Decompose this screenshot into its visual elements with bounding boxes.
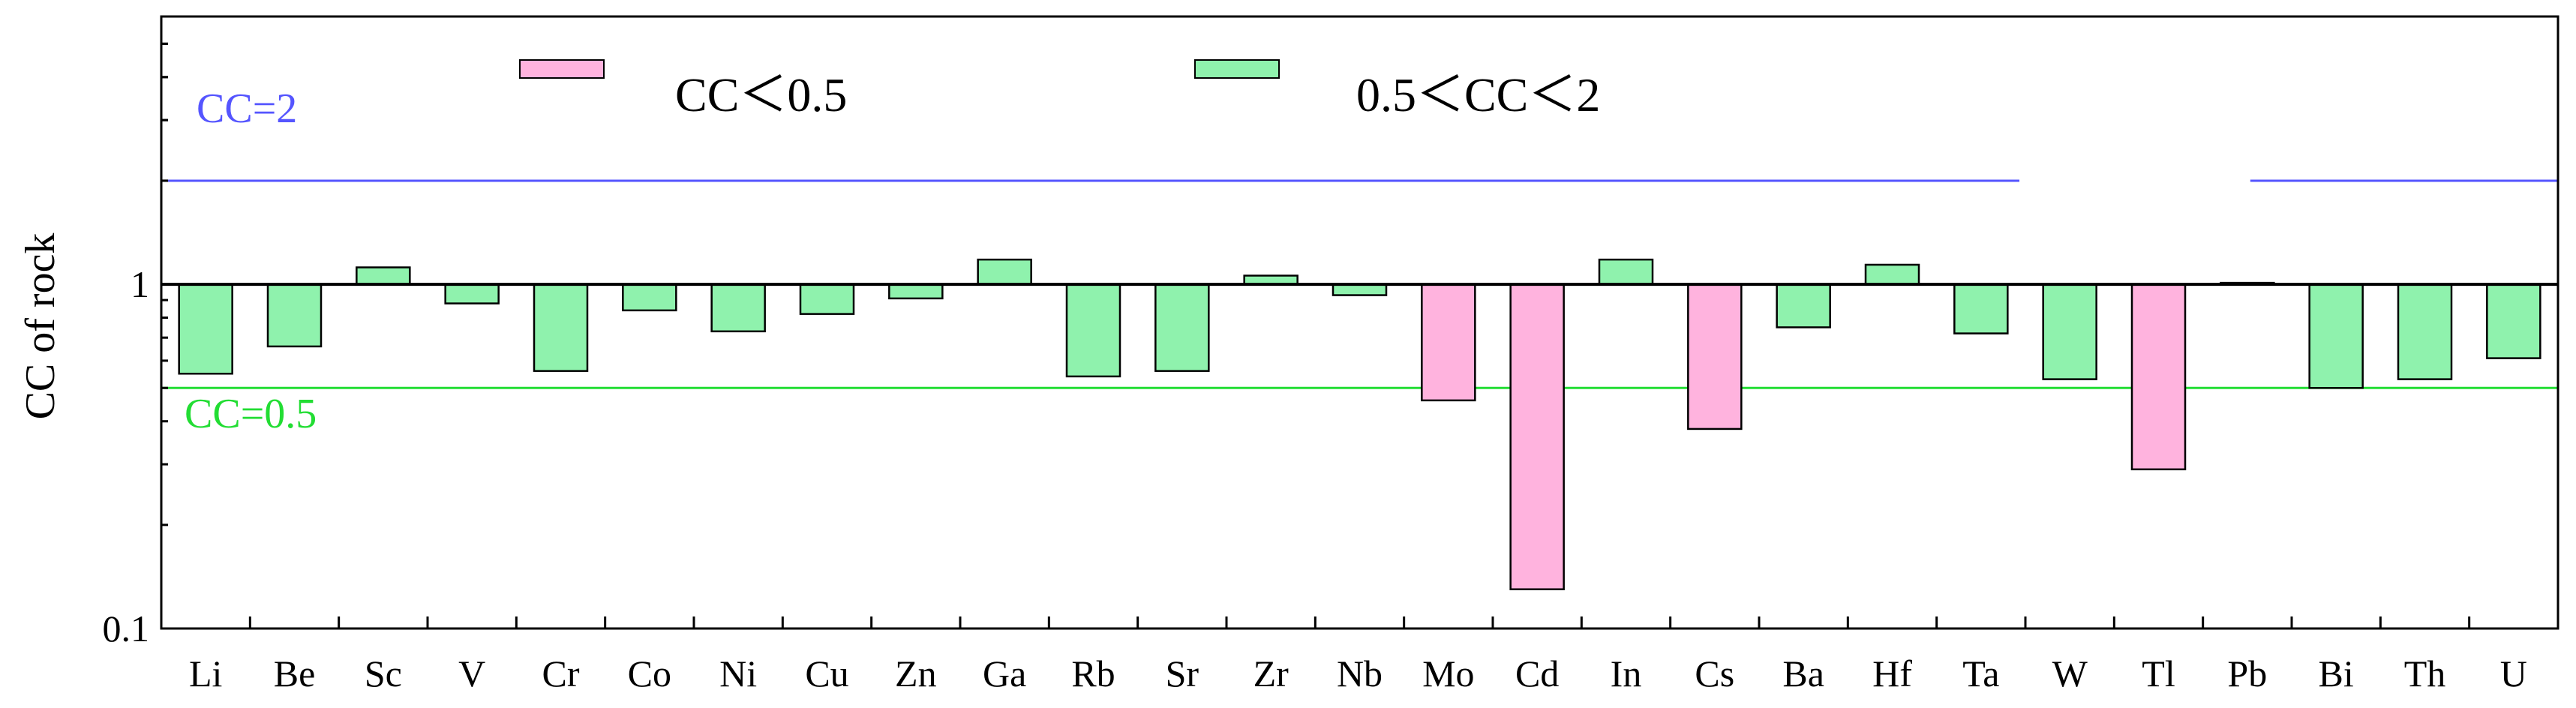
bar-sr bbox=[1154, 283, 1210, 372]
bar-tl bbox=[2130, 283, 2187, 471]
legend: CC＜0.5 0.5＜CC＜2 bbox=[519, 59, 1600, 122]
x-tick-label-ga: Ga bbox=[983, 652, 1026, 694]
bar-cr bbox=[533, 283, 589, 372]
x-tick-label-cs: Cs bbox=[1695, 652, 1734, 694]
y-tick-label: 1 bbox=[131, 263, 149, 305]
bar-u bbox=[2486, 283, 2541, 359]
x-tick-label-ta: Ta bbox=[1962, 652, 1999, 694]
x-tick-label-w: W bbox=[2052, 652, 2088, 694]
bar-ni bbox=[710, 283, 766, 333]
y-axis: 0.11 bbox=[103, 15, 173, 650]
x-tick-label-bi: Bi bbox=[2319, 652, 2354, 694]
bar-ba bbox=[1776, 283, 1831, 328]
bar-th bbox=[2397, 283, 2453, 380]
plot-frame bbox=[160, 15, 2559, 630]
x-tick-label-u: U bbox=[2500, 652, 2527, 694]
bar-sc bbox=[356, 266, 411, 286]
bar-v bbox=[444, 283, 500, 304]
legend-label-cc-mid: 0.5＜CC＜2 bbox=[1356, 68, 1600, 122]
legend-swatch-cc-mid bbox=[1194, 59, 1280, 79]
x-tick-label-nb: Nb bbox=[1337, 652, 1383, 694]
x-tick-label-co: Co bbox=[628, 652, 671, 694]
bars bbox=[178, 258, 2541, 590]
x-tick-label-zn: Zn bbox=[895, 652, 937, 694]
bar-rb bbox=[1065, 283, 1121, 378]
x-tick-label-sr: Sr bbox=[1166, 652, 1199, 694]
x-tick-label-hf: Hf bbox=[1872, 652, 1912, 694]
bar-cs bbox=[1687, 283, 1743, 430]
x-tick-label-mo: Mo bbox=[1422, 652, 1474, 694]
y-axis-label: CC of rock bbox=[17, 233, 64, 420]
x-tick-label-tl: Tl bbox=[2142, 652, 2175, 694]
x-tick-label-rb: Rb bbox=[1071, 652, 1115, 694]
x-tick-label-li: Li bbox=[189, 652, 222, 694]
bar-li bbox=[178, 283, 233, 375]
x-tick-label-ni: Ni bbox=[719, 652, 757, 694]
bar-hf bbox=[1864, 263, 1920, 286]
y-tick-label: 0.1 bbox=[103, 608, 150, 650]
bar-w bbox=[2042, 283, 2097, 380]
bar-cu bbox=[799, 283, 855, 315]
x-tick-label-cu: Cu bbox=[805, 652, 848, 694]
x-tick-label-cr: Cr bbox=[542, 652, 580, 694]
bar-in bbox=[1598, 258, 1654, 286]
x-tick-label-th: Th bbox=[2404, 652, 2446, 694]
bar-zn bbox=[888, 283, 944, 300]
bar-ga bbox=[977, 258, 1032, 286]
reference-line-label-cc-0-5: CC=0.5 bbox=[185, 391, 317, 437]
bar-ta bbox=[1953, 283, 2009, 334]
x-tick-label-zr: Zr bbox=[1253, 652, 1290, 694]
x-tick-label-ba: Ba bbox=[1782, 652, 1824, 694]
legend-label-cc-low: CC＜0.5 bbox=[675, 68, 847, 122]
bar-cd bbox=[1509, 283, 1565, 590]
x-tick-label-pb: Pb bbox=[2227, 652, 2267, 694]
x-tick-label-v: V bbox=[458, 652, 485, 694]
reference-line-label-cc-2: CC=2 bbox=[197, 86, 297, 132]
bar-mo bbox=[1421, 283, 1476, 402]
x-tick-label-be: Be bbox=[274, 652, 316, 694]
x-axis: Li Be Sc V Cr Co Ni Cu Zn Ga Rb Sr Zr Nb Mo Cd In Cs Ba Hf T… bbox=[160, 616, 2559, 694]
bar-nb bbox=[1332, 283, 1388, 296]
x-tick-label-in: In bbox=[1611, 652, 1642, 694]
bar-co bbox=[622, 283, 677, 312]
x-tick-label-cd: Cd bbox=[1515, 652, 1559, 694]
bar-be bbox=[266, 283, 323, 348]
legend-swatch-cc-low bbox=[519, 59, 605, 79]
x-tick-label-sc: Sc bbox=[365, 652, 402, 694]
bar-bi bbox=[2308, 283, 2364, 389]
